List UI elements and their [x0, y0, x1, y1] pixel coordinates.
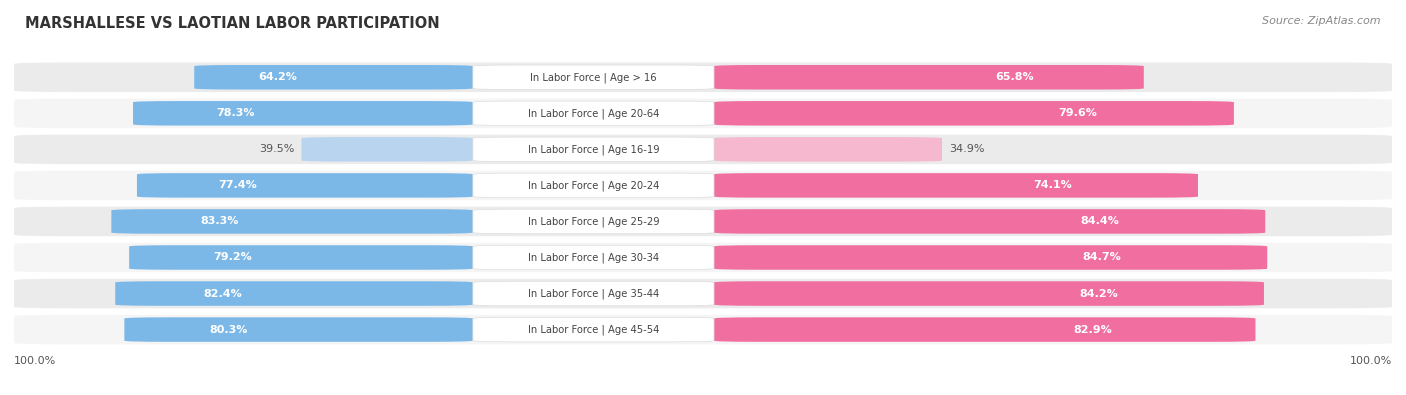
- Text: 82.9%: 82.9%: [1074, 325, 1112, 335]
- Text: 82.4%: 82.4%: [204, 288, 242, 299]
- FancyBboxPatch shape: [14, 98, 1392, 128]
- FancyBboxPatch shape: [111, 209, 472, 234]
- Text: 84.7%: 84.7%: [1081, 252, 1121, 263]
- Text: 65.8%: 65.8%: [995, 72, 1035, 82]
- FancyBboxPatch shape: [129, 245, 472, 270]
- Text: In Labor Force | Age 25-29: In Labor Force | Age 25-29: [527, 216, 659, 227]
- FancyBboxPatch shape: [714, 317, 1256, 342]
- Text: In Labor Force | Age 30-34: In Labor Force | Age 30-34: [527, 252, 659, 263]
- FancyBboxPatch shape: [14, 207, 1392, 236]
- Text: 74.1%: 74.1%: [1033, 181, 1073, 190]
- FancyBboxPatch shape: [14, 243, 1392, 272]
- Text: In Labor Force | Age 35-44: In Labor Force | Age 35-44: [527, 288, 659, 299]
- FancyBboxPatch shape: [14, 171, 1392, 200]
- Text: 39.5%: 39.5%: [259, 144, 295, 154]
- FancyBboxPatch shape: [134, 101, 472, 126]
- Text: 84.2%: 84.2%: [1080, 288, 1118, 299]
- FancyBboxPatch shape: [472, 137, 714, 162]
- Text: Source: ZipAtlas.com: Source: ZipAtlas.com: [1263, 16, 1381, 26]
- Text: 100.0%: 100.0%: [1350, 356, 1392, 365]
- FancyBboxPatch shape: [301, 137, 472, 162]
- Text: 79.2%: 79.2%: [212, 252, 252, 263]
- FancyBboxPatch shape: [124, 317, 472, 342]
- Text: In Labor Force | Age > 16: In Labor Force | Age > 16: [530, 72, 657, 83]
- FancyBboxPatch shape: [714, 65, 1143, 90]
- FancyBboxPatch shape: [115, 281, 472, 306]
- Text: In Labor Force | Age 20-64: In Labor Force | Age 20-64: [527, 108, 659, 118]
- Text: 83.3%: 83.3%: [201, 216, 239, 226]
- FancyBboxPatch shape: [714, 281, 1264, 306]
- FancyBboxPatch shape: [14, 279, 1392, 308]
- Text: 80.3%: 80.3%: [209, 325, 247, 335]
- FancyBboxPatch shape: [472, 245, 714, 270]
- Text: In Labor Force | Age 45-54: In Labor Force | Age 45-54: [527, 324, 659, 335]
- FancyBboxPatch shape: [472, 317, 714, 342]
- Text: 100.0%: 100.0%: [14, 356, 56, 365]
- FancyBboxPatch shape: [136, 173, 472, 198]
- FancyBboxPatch shape: [472, 101, 714, 126]
- FancyBboxPatch shape: [14, 315, 1392, 344]
- FancyBboxPatch shape: [472, 281, 714, 306]
- Text: 79.6%: 79.6%: [1059, 108, 1097, 118]
- FancyBboxPatch shape: [714, 101, 1234, 126]
- FancyBboxPatch shape: [714, 209, 1265, 234]
- FancyBboxPatch shape: [472, 65, 714, 90]
- FancyBboxPatch shape: [14, 62, 1392, 92]
- Text: 78.3%: 78.3%: [215, 108, 254, 118]
- Text: 84.4%: 84.4%: [1080, 216, 1119, 226]
- Text: MARSHALLESE VS LAOTIAN LABOR PARTICIPATION: MARSHALLESE VS LAOTIAN LABOR PARTICIPATI…: [25, 16, 440, 31]
- Text: 34.9%: 34.9%: [949, 144, 984, 154]
- FancyBboxPatch shape: [194, 65, 472, 90]
- FancyBboxPatch shape: [472, 209, 714, 234]
- Text: 64.2%: 64.2%: [259, 72, 297, 82]
- Text: 77.4%: 77.4%: [218, 181, 257, 190]
- FancyBboxPatch shape: [472, 173, 714, 198]
- Text: In Labor Force | Age 20-24: In Labor Force | Age 20-24: [527, 180, 659, 191]
- FancyBboxPatch shape: [714, 137, 942, 162]
- Text: In Labor Force | Age 16-19: In Labor Force | Age 16-19: [527, 144, 659, 154]
- FancyBboxPatch shape: [714, 245, 1267, 270]
- FancyBboxPatch shape: [14, 135, 1392, 164]
- FancyBboxPatch shape: [714, 173, 1198, 198]
